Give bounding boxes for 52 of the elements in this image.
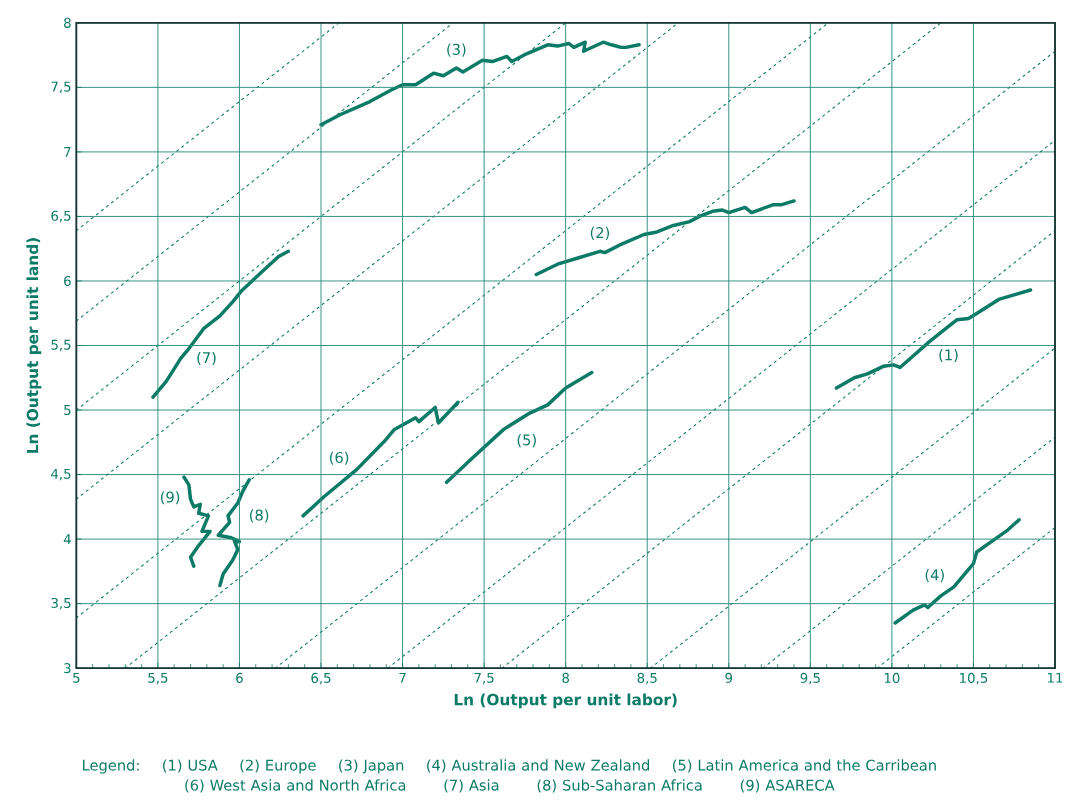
x-tick-label: 10,5 (960, 673, 988, 685)
series-label: (4) (925, 569, 944, 583)
series-label: (2) (590, 227, 610, 241)
x-tick-label: 5,5 (148, 673, 168, 685)
text: Legend: (83, 759, 139, 774)
series-label: (8) (250, 509, 269, 523)
line-series (216, 478, 251, 588)
y-tick-label: 7,5 (51, 81, 71, 94)
y-tick-label: 5 (64, 405, 71, 416)
x-tick-label: 6 (236, 673, 243, 684)
series-label: (3) (447, 43, 466, 57)
y-tick-label: 6,5 (51, 210, 71, 223)
x-tick-label: 5 (73, 673, 80, 683)
line-series (182, 475, 212, 569)
text: (9) ASARECA (740, 779, 835, 793)
y-tick-label: 8 (64, 17, 71, 29)
text: (1) USA (163, 759, 218, 773)
series-label: (9) (160, 491, 180, 505)
text: (8) Sub-Saharan Africa (537, 779, 702, 793)
y-tick-label: 3 (64, 663, 71, 674)
series-label: (7) (197, 352, 216, 366)
line-series (301, 400, 460, 518)
text: (3) Japan (339, 759, 404, 774)
text: (2) Europe (240, 759, 316, 774)
x-tick-label: 7,5 (474, 673, 494, 685)
y-tick-label: 7 (64, 147, 71, 157)
x-tick-label: 9 (725, 673, 733, 684)
text: (4) Australia and New Zealand (427, 759, 649, 773)
series-label: (1) (939, 349, 958, 363)
x-tick-label: 6,5 (311, 673, 331, 685)
x-tick-label: 8 (562, 673, 569, 684)
line-series (893, 518, 1021, 625)
y-tick-label: 4,5 (51, 469, 71, 481)
text: (5) Latin America and the Carribean (672, 759, 936, 773)
y-axis-title: Ln (Output per unit land) (26, 238, 42, 453)
x-tick-label: 9,5 (800, 673, 820, 685)
y-tick-label: 4 (63, 534, 71, 545)
line-series (151, 249, 291, 400)
x-tick-label: 11 (1047, 673, 1063, 683)
series-label: (6) (329, 451, 349, 465)
y-tick-label: 6 (64, 276, 71, 287)
x-axis-title: Ln (Output per unit labor) (454, 693, 677, 709)
series-label: (5) (517, 434, 536, 448)
line-series (444, 371, 594, 485)
y-tick-label: 5,5 (51, 340, 71, 352)
x-tick-label: 8,5 (637, 673, 657, 685)
y-tick-label: 3,5 (51, 598, 71, 610)
x-tick-label: 10 (884, 673, 900, 684)
x-tick-label: 7 (399, 673, 406, 683)
text: (6) West Asia and North Africa (185, 779, 406, 793)
line-series (534, 199, 796, 277)
text: (7) Asia (444, 779, 499, 793)
